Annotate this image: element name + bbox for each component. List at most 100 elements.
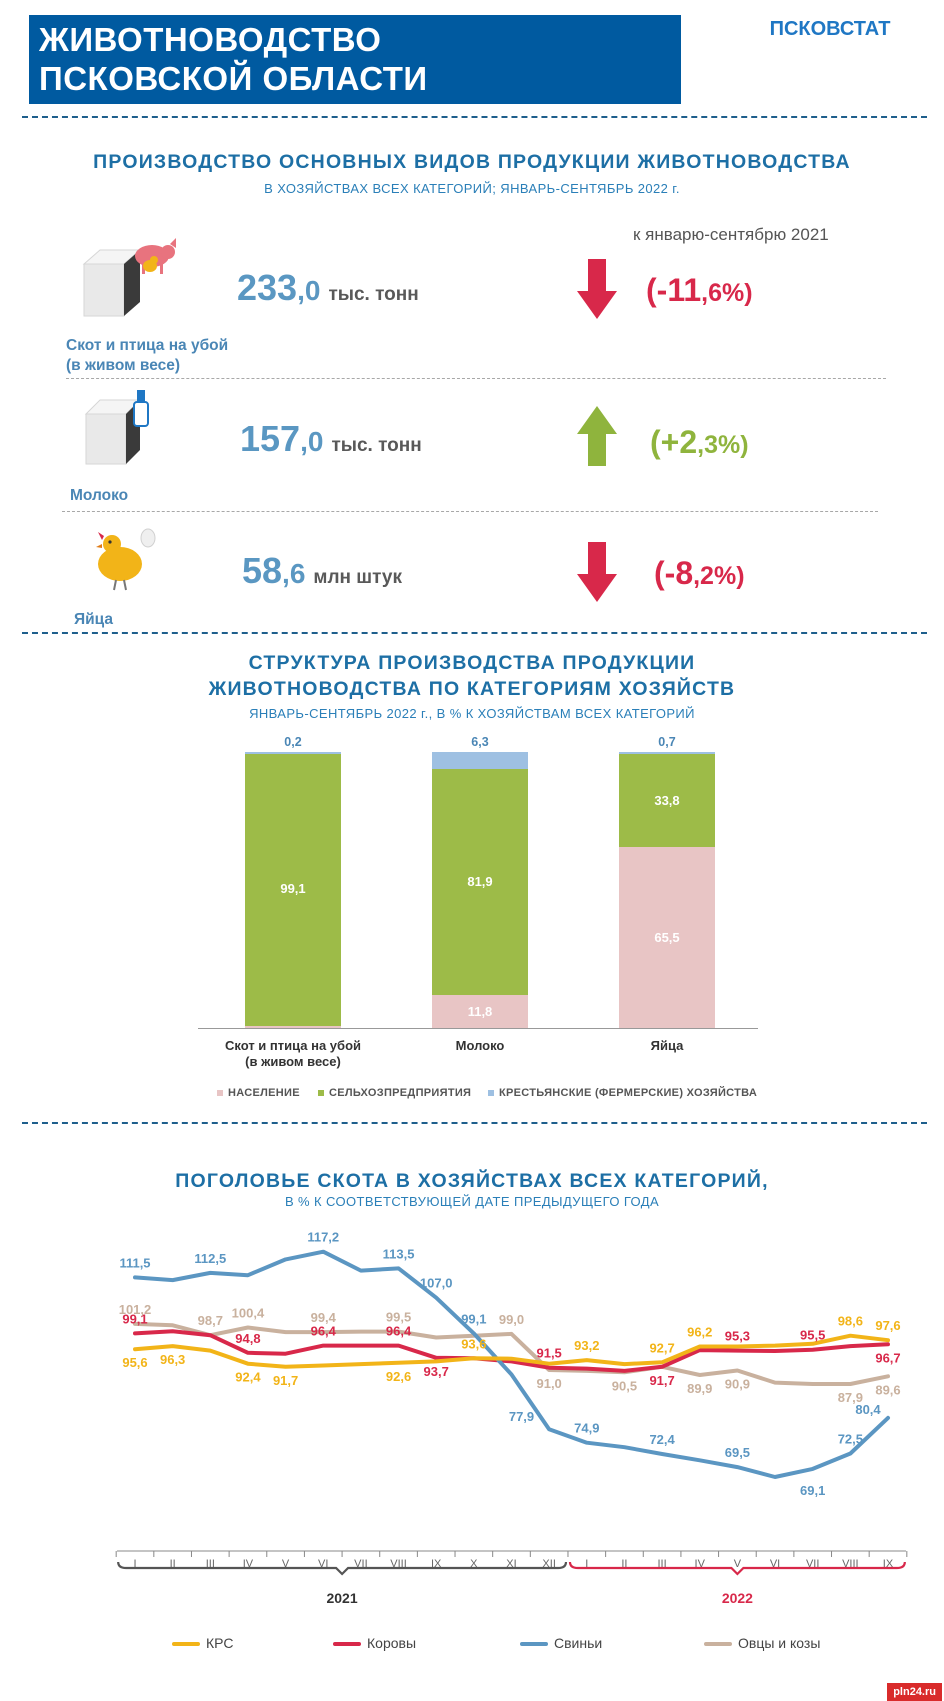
legend-swatch <box>704 1642 732 1647</box>
data-label: 92,7 <box>649 1340 674 1355</box>
legend-label: Коровы <box>367 1635 417 1651</box>
section1-title: ПРОИЗВОДСТВО ОСНОВНЫХ ВИДОВ ПРОДУКЦИИ ЖИ… <box>93 151 851 173</box>
data-label: 97,6 <box>875 1318 900 1333</box>
year-bracket <box>568 1561 906 1576</box>
meat-value: 233,0 тыс. тонн <box>237 267 419 308</box>
data-label: 91,5 <box>536 1346 561 1361</box>
section1-subtitle: В ХОЗЯЙСТВАХ ВСЕХ КАТЕГОРИЙ; ЯНВАРЬ-СЕНТ… <box>264 181 680 196</box>
data-label: 96,7 <box>875 1350 900 1365</box>
x-tick-label: VI <box>770 1558 780 1570</box>
data-label: 113,5 <box>383 1246 415 1261</box>
data-label: 93,7 <box>424 1364 449 1379</box>
x-tick-label: V <box>734 1558 742 1570</box>
legend-label: Овцы и козы <box>738 1635 821 1651</box>
data-label: 96,4 <box>311 1324 337 1339</box>
data-label: 98,7 <box>198 1313 223 1328</box>
watermark: pln24.ru <box>887 1683 942 1701</box>
brand-logo-text: ПСКОВСТАТ <box>769 18 891 40</box>
data-label: 92,6 <box>386 1369 411 1384</box>
data-label: 89,9 <box>687 1381 712 1396</box>
arrow-down-icon <box>577 542 617 607</box>
x-tick-label: III <box>206 1558 215 1570</box>
legend-swatch <box>520 1642 548 1647</box>
series-line <box>133 1249 890 1479</box>
section3-subtitle: В % К СООТВЕТСТВУЮЩЕЙ ДАТЕ ПРЕДЫДУЩЕГО Г… <box>284 1194 660 1209</box>
item-label-meat: Скот и птица на убой (в живом весе) <box>66 337 229 374</box>
legend-item: Овцы и козы <box>704 1635 820 1651</box>
item-label-eggs: Яйца <box>74 611 114 628</box>
legend-item: Свиньи <box>520 1635 602 1651</box>
data-label: 93,6 <box>461 1336 486 1351</box>
data-label: 80,4 <box>855 1402 881 1417</box>
data-label: 98,6 <box>838 1314 863 1329</box>
data-label: 93,2 <box>574 1338 599 1353</box>
milk-value: 157,0 тыс. тонн <box>240 418 422 459</box>
data-label: 107,0 <box>420 1276 453 1291</box>
x-tick-label: X <box>470 1558 478 1570</box>
legend-label: Свиньи <box>554 1635 603 1651</box>
x-tick-label: IV <box>695 1558 706 1570</box>
section2-subtitle: ЯНВАРЬ-СЕНТЯБРЬ 2022 г., В % К ХОЗЯЙСТВА… <box>249 706 695 721</box>
data-label: 69,5 <box>725 1445 750 1460</box>
eggs-value: 58,6 млн штук <box>242 550 402 591</box>
data-label: 77,9 <box>509 1409 534 1424</box>
legend-swatch <box>172 1642 200 1647</box>
meat-change: (-11,6%) <box>646 272 753 308</box>
series-line <box>133 1329 890 1373</box>
x-tick-label: IX <box>883 1558 894 1570</box>
data-label: 96,4 <box>386 1324 412 1339</box>
year-bracket <box>117 1561 568 1576</box>
data-label: 90,5 <box>612 1378 637 1393</box>
data-label: 101,2 <box>119 1302 152 1317</box>
data-label: 111,5 <box>119 1255 150 1270</box>
data-label: 95,6 <box>122 1355 147 1370</box>
data-label: 96,3 <box>160 1352 185 1367</box>
data-label: 91,7 <box>273 1373 298 1388</box>
data-label: 117,2 <box>307 1230 339 1245</box>
data-label: 91,0 <box>536 1376 561 1391</box>
page-title-line2: ПСКОВСКОЙ ОБЛАСТИ <box>39 60 428 97</box>
data-label: 94,8 <box>235 1331 260 1346</box>
series-line <box>133 1333 890 1369</box>
x-tick-label: IV <box>243 1558 254 1570</box>
x-tick-label: II <box>170 1558 176 1570</box>
data-label: 72,4 <box>649 1432 675 1447</box>
section2-title-line1: СТРУКТУРА ПРОИЗВОДСТВА ПРОДУКЦИИ <box>248 652 696 674</box>
x-tick-label: III <box>658 1558 667 1570</box>
series-line <box>133 1321 890 1386</box>
legend-item: КРС <box>172 1635 233 1651</box>
hen-egg-icon <box>90 524 162 596</box>
item-label-milk: Молоко <box>70 487 129 504</box>
data-label: 69,1 <box>800 1483 825 1498</box>
divider <box>22 1122 927 1124</box>
milk-change: (+2,3%) <box>650 424 749 460</box>
row-divider <box>66 378 886 379</box>
x-tick-label: II <box>621 1558 627 1570</box>
arrow-up-icon <box>577 406 617 471</box>
data-label: 99,5 <box>386 1310 411 1325</box>
cube-milk-bottle-icon <box>84 388 154 468</box>
legend-item: Коровы <box>333 1635 416 1651</box>
section3-title: ПОГОЛОВЬЕ СКОТА В ХОЗЯЙСТВАХ ВСЕХ КАТЕГО… <box>175 1170 769 1192</box>
cube-pig-chicken-icon <box>80 236 190 321</box>
x-tick-label: XI <box>506 1558 516 1570</box>
data-label: 91,7 <box>649 1373 674 1388</box>
divider <box>22 116 927 118</box>
data-label: 89,6 <box>875 1382 900 1397</box>
data-label: 72,5 <box>838 1432 863 1447</box>
data-label: 96,2 <box>687 1325 712 1340</box>
eggs-change: (-8,2%) <box>654 555 745 591</box>
arrow-down-icon <box>577 259 617 324</box>
data-label: 100,4 <box>232 1306 265 1321</box>
x-tick-label: VI <box>318 1558 328 1570</box>
data-label: 99,0 <box>499 1312 524 1327</box>
data-label: 99,4 <box>311 1310 337 1325</box>
data-label: 95,3 <box>725 1329 750 1344</box>
header-banner: ЖИВОТНОВОДСТВО ПСКОВСКОЙ ОБЛАСТИ <box>29 15 681 104</box>
divider <box>22 632 927 634</box>
row-divider <box>62 511 878 512</box>
x-tick-label: I <box>133 1558 136 1570</box>
legend-swatch <box>333 1642 361 1647</box>
data-label: 92,4 <box>235 1370 261 1385</box>
